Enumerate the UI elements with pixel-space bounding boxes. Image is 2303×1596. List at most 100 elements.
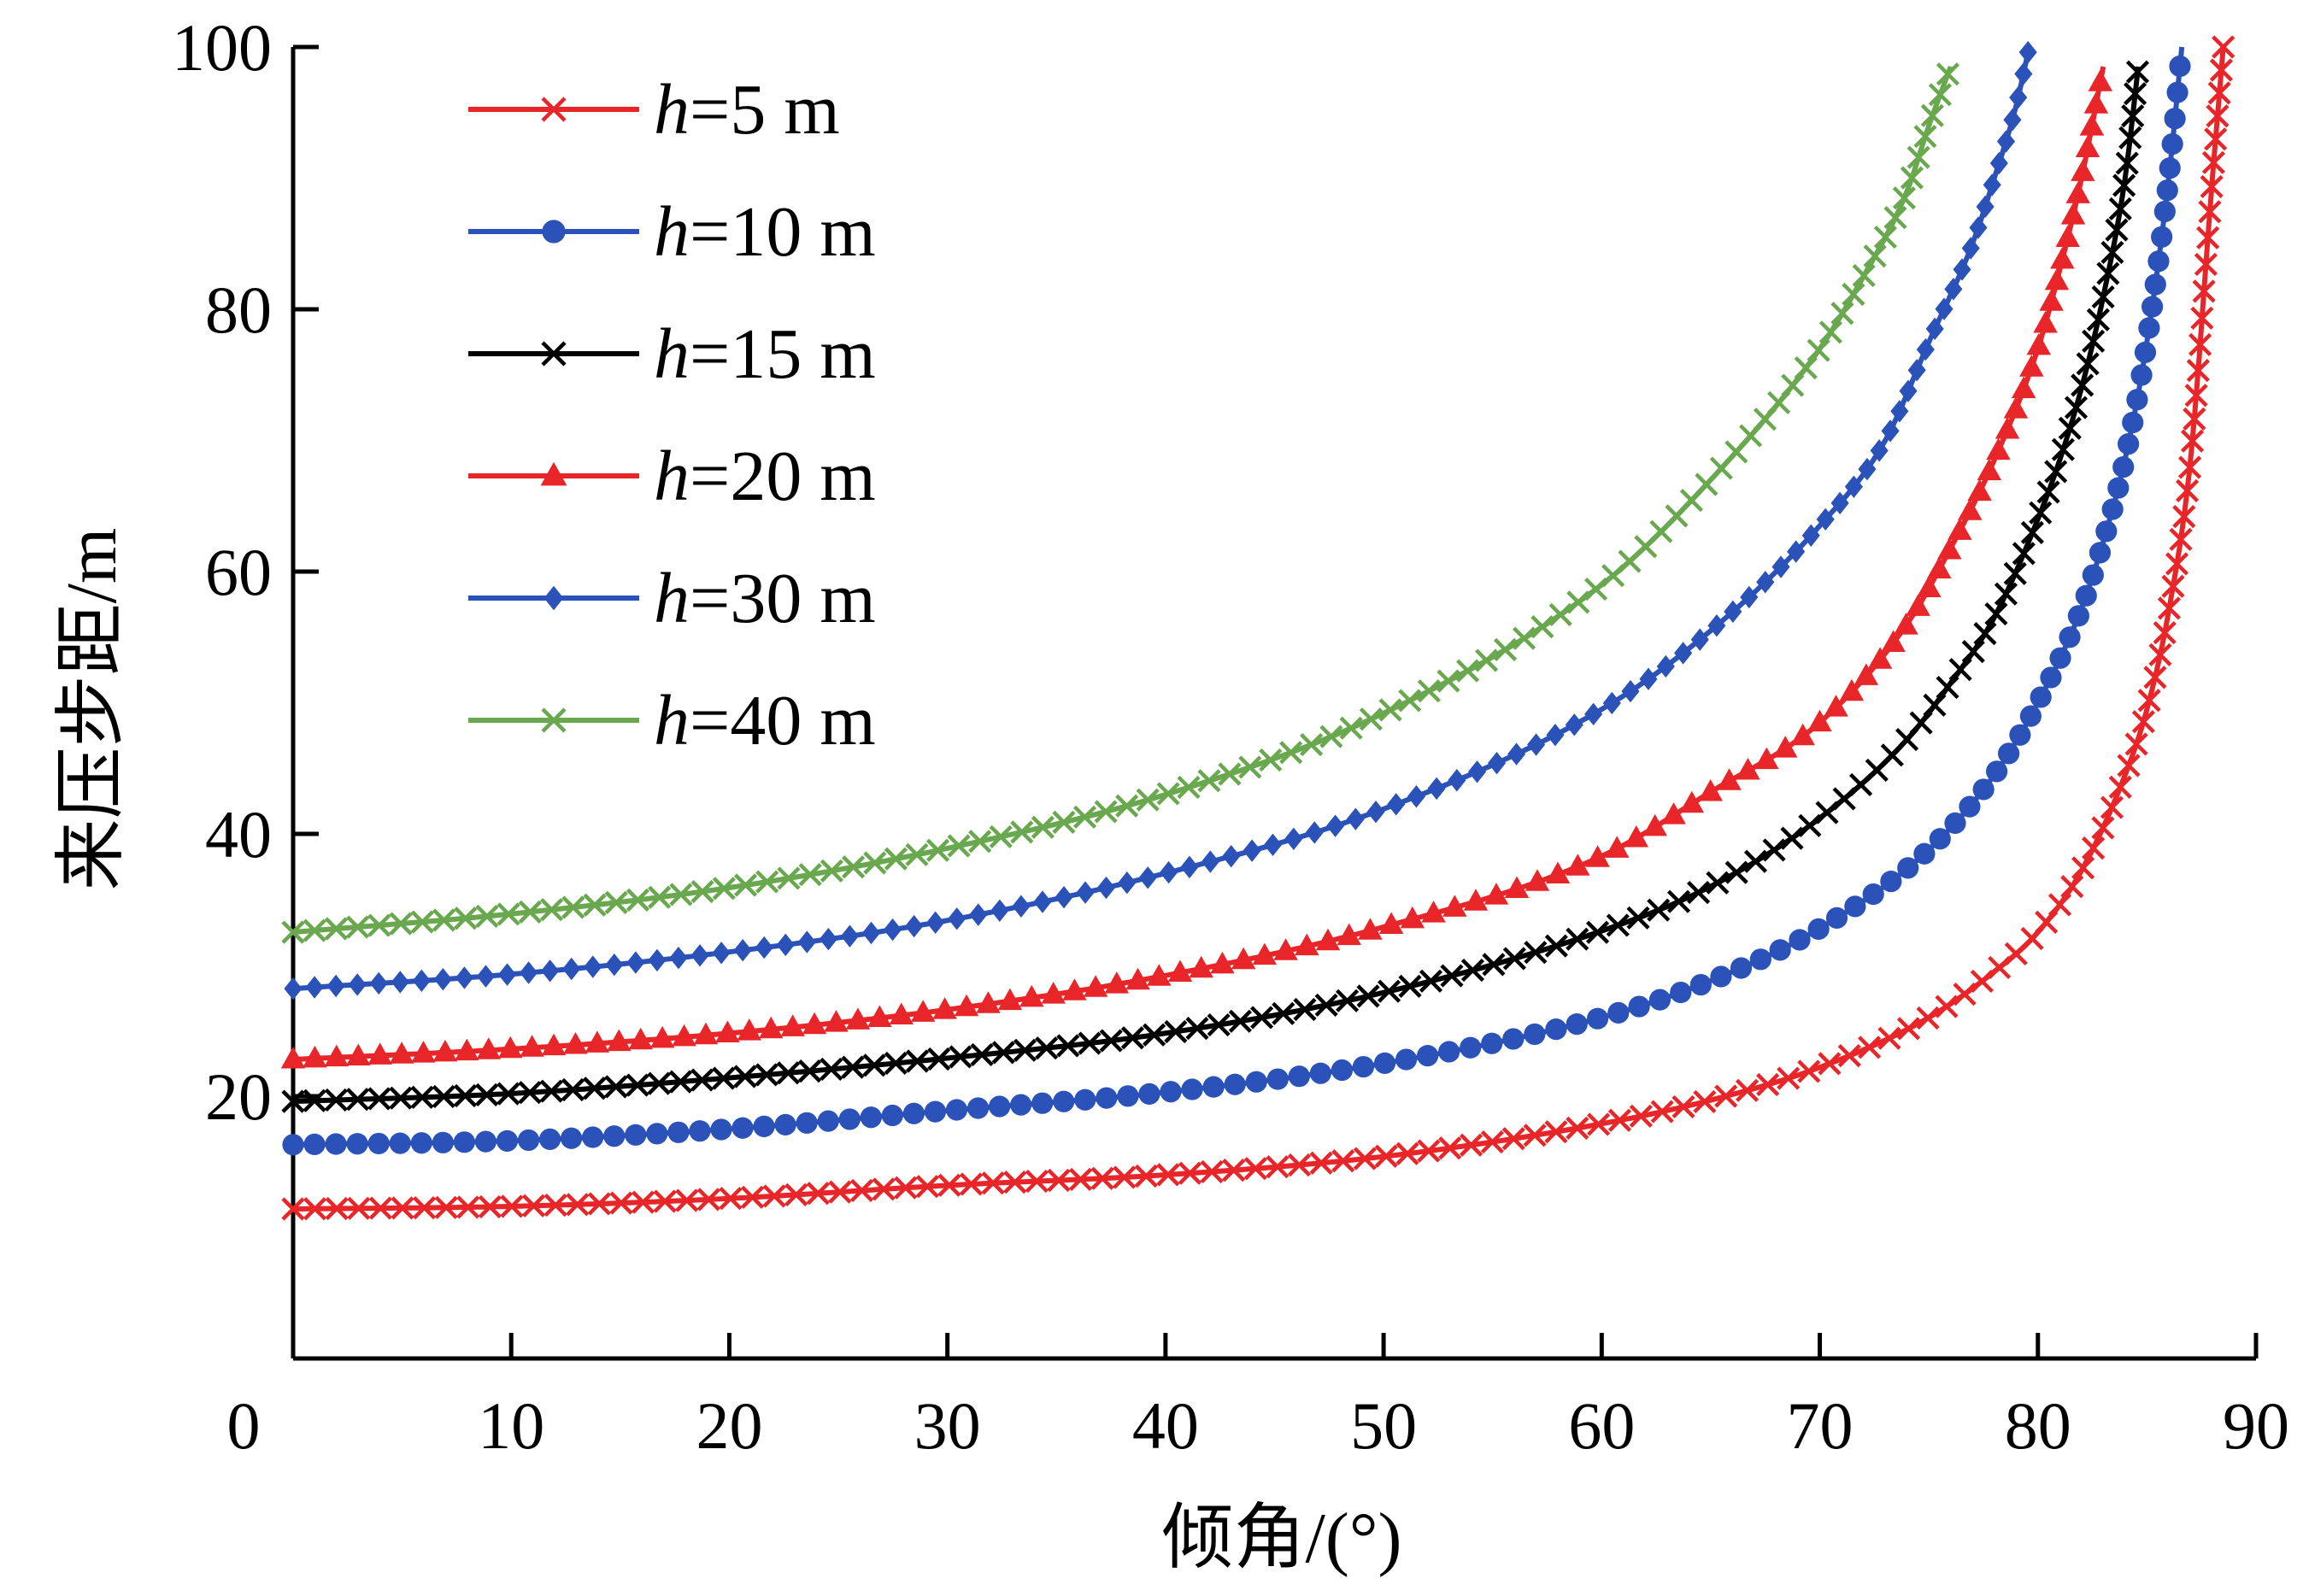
data-point [2082, 329, 2106, 353]
data-point [2180, 429, 2205, 453]
data-point [1398, 689, 1422, 713]
data-point [631, 1190, 655, 1214]
series-h-5-m [281, 35, 2235, 1221]
data-point [2108, 775, 2132, 799]
data-point [1854, 663, 1879, 685]
data-point [1201, 850, 1219, 873]
data-point [1546, 724, 1565, 747]
data-point [1104, 971, 1130, 994]
data-point [1266, 1155, 1290, 1179]
data-point [774, 1113, 796, 1135]
data-point [2144, 273, 2166, 296]
data-point [1790, 723, 1815, 746]
data-point [2206, 104, 2230, 128]
data-point [2003, 561, 2027, 585]
data-point [1207, 1012, 1231, 1037]
y-tick-label: 60 [205, 535, 272, 609]
data-point [1300, 732, 1324, 757]
data-point [543, 585, 564, 611]
data-point [1113, 1165, 1137, 1189]
data-point [733, 873, 758, 897]
data-point [303, 1197, 327, 1221]
data-point [1977, 458, 2002, 481]
data-point [413, 1196, 437, 1220]
data-point [2044, 460, 2068, 484]
data-point [2165, 552, 2189, 576]
data-point [1548, 602, 1572, 627]
data-point [280, 1047, 306, 1069]
data-point [1772, 736, 1798, 758]
data-point [2086, 308, 2110, 332]
data-point [1767, 390, 1791, 414]
data-point [1787, 540, 1806, 563]
data-point [2060, 202, 2086, 225]
data-point [2075, 584, 2097, 607]
data-point [1400, 906, 1425, 929]
data-point [1913, 842, 1936, 865]
data-point [780, 1014, 805, 1036]
data-point [541, 959, 560, 983]
data-point [1959, 795, 1981, 818]
data-point [1607, 1001, 1630, 1024]
data-point [1994, 582, 2018, 606]
data-point [1907, 359, 1926, 382]
data-point [1585, 845, 1610, 867]
data-point [2169, 527, 2193, 551]
data-point [561, 895, 585, 919]
data-point [649, 1025, 675, 1048]
data-point [284, 977, 303, 1000]
data-point [842, 855, 866, 879]
data-point [410, 910, 434, 934]
data-point [1587, 1112, 1611, 1136]
data-point [1374, 1144, 1398, 1168]
y-tick-label: 80 [205, 273, 272, 347]
data-point [798, 863, 822, 887]
data-point [2204, 127, 2228, 151]
data-point [1916, 337, 1935, 361]
data-point [2009, 724, 2031, 746]
data-point [1083, 975, 1108, 997]
data-point [2148, 643, 2172, 666]
data-point [1090, 1166, 1114, 1190]
data-point [1666, 889, 1691, 913]
x-tick-label: 80 [2005, 1388, 2071, 1463]
data-point [432, 1039, 458, 1062]
data-point [584, 955, 602, 978]
data-point [945, 1099, 968, 1121]
data-point [281, 920, 305, 944]
data-point [1527, 733, 1546, 756]
data-point [2153, 200, 2176, 223]
x-tick-label: 30 [914, 1388, 981, 1463]
data-point [324, 917, 349, 941]
data-point [947, 834, 971, 858]
data-point [2050, 247, 2075, 269]
data-point [2101, 498, 2124, 520]
data-point [1177, 775, 1201, 800]
data-point [433, 968, 452, 991]
data-point [2198, 200, 2222, 224]
data-point [1807, 338, 1830, 362]
data-point [1160, 860, 1178, 884]
legend-label: h=20 m [654, 437, 876, 516]
data-point [1259, 748, 1283, 772]
data-point [1222, 844, 1241, 868]
data-point [884, 847, 908, 871]
data-point [1041, 982, 1066, 1004]
data-point [2058, 416, 2082, 440]
data-point [453, 1083, 478, 1108]
data-point [1288, 1065, 1310, 1088]
data-point [1243, 1157, 1267, 1181]
x-tick-label: 20 [696, 1388, 762, 1463]
data-point [969, 903, 988, 926]
data-point [1483, 883, 1509, 905]
data-point [1736, 757, 1760, 780]
y-axis-label: 来压步距/m [52, 528, 132, 891]
data-point [455, 966, 474, 989]
data-point [2091, 816, 2115, 840]
data-point [518, 1081, 542, 1105]
data-point [2095, 520, 2118, 543]
data-point [990, 899, 1009, 922]
data-point [1880, 870, 1902, 893]
data-point [1387, 793, 1406, 816]
data-point [948, 907, 966, 930]
